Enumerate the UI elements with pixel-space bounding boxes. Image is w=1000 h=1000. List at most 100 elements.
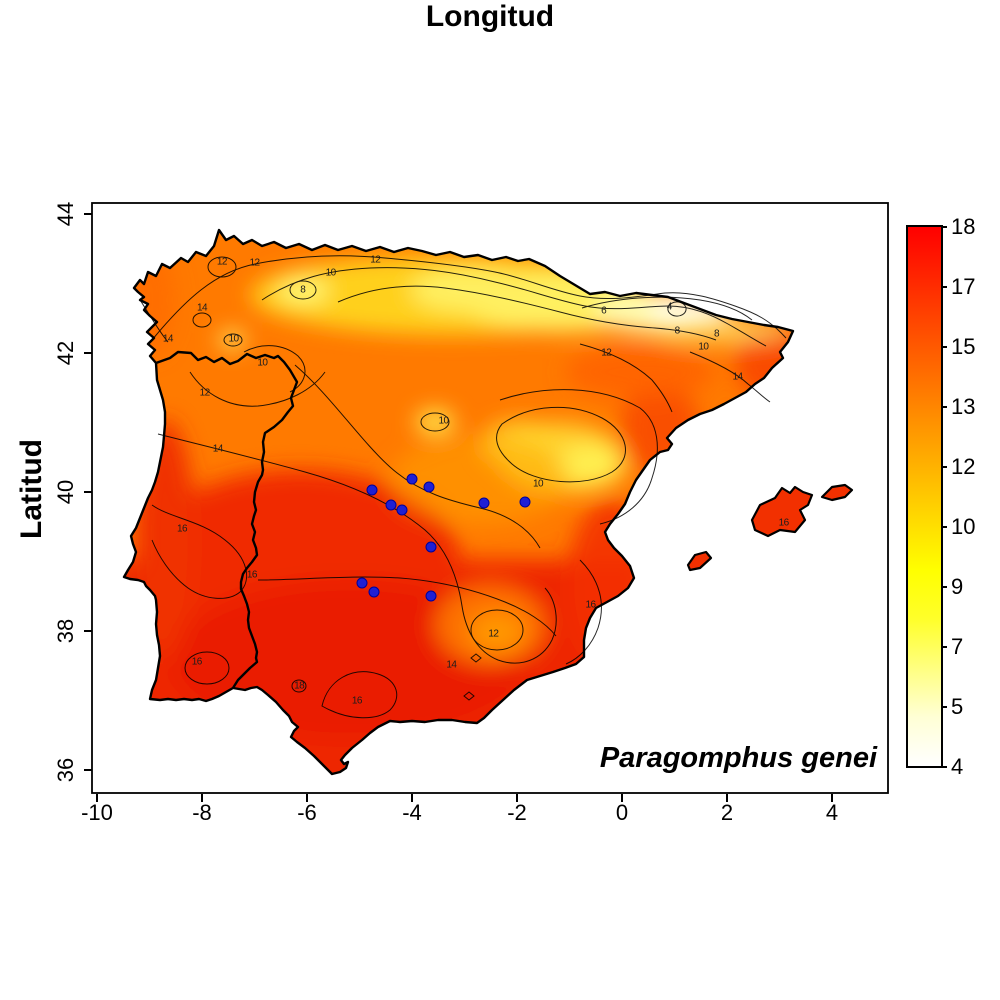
contour-label: 6 [601, 305, 607, 317]
occurrence-point [396, 504, 407, 516]
occurrence-point [423, 481, 435, 493]
x-tick-mark [201, 794, 203, 802]
contour-label: 16 [176, 523, 188, 535]
x-tick-label: -2 [507, 800, 527, 825]
x-tick-label: -8 [192, 800, 212, 825]
contour-label: 10 [438, 415, 449, 427]
occurrence-point [356, 577, 368, 589]
colorbar-tick-mark [941, 346, 947, 348]
x-tick-label: 0 [615, 800, 629, 825]
x-tick-mark [306, 794, 308, 802]
colorbar-tick-label: 7 [951, 634, 964, 659]
menorca-island [820, 483, 854, 502]
colorbar-tick-mark [941, 406, 947, 408]
occurrence-point [519, 496, 531, 508]
contour-label: 12 [370, 254, 381, 266]
y-tick-mark [84, 213, 92, 215]
contour-label: 8 [713, 328, 720, 340]
x-axis-title: Longitud [425, 0, 555, 33]
colorbar-tick-mark [941, 766, 947, 768]
occurrence-point [385, 499, 397, 511]
colorbar-tick-mark [941, 226, 947, 228]
colorbar-tick-label: 10 [951, 514, 976, 539]
x-tick-label: -6 [297, 800, 317, 825]
x-tick-mark [516, 794, 518, 802]
contour-label: 4 [666, 301, 673, 313]
contour-label: 14 [732, 371, 743, 383]
colorbar-tick-mark [941, 526, 947, 528]
contour-label: 18 [294, 680, 305, 692]
contour-lines [139, 255, 793, 719]
colorbar-tick-label: 18 [951, 214, 976, 239]
coastline [122, 228, 795, 776]
y-tick-label: 36 [53, 757, 78, 783]
contour-label: 10 [532, 478, 544, 490]
y-tick-mark [84, 769, 92, 771]
contour-label: 12 [216, 256, 228, 268]
x-tick-mark [96, 794, 98, 802]
x-tick-label: 4 [825, 800, 839, 825]
contour-label: 12 [488, 628, 499, 640]
occurrence-point [366, 484, 378, 496]
x-tick-label: -4 [402, 800, 422, 825]
occurrence-point [425, 541, 437, 553]
colorbar-tick-mark [941, 286, 947, 288]
y-axis-title: Latitud [15, 439, 48, 539]
colorbar-tick-label: 15 [951, 334, 976, 359]
x-tick-label: -10 [81, 800, 113, 825]
colorbar-tick-label: 4 [951, 754, 964, 779]
contour-label: 8 [300, 284, 306, 296]
occurrence-point [478, 497, 490, 509]
contour-label: 16 [585, 599, 596, 611]
contour-label: 10 [257, 357, 268, 369]
contour-label: 16 [778, 517, 790, 529]
y-tick-mark [84, 491, 92, 493]
contour-label: 16 [351, 695, 363, 706]
y-tick-mark [84, 630, 92, 632]
colorbar-tick-label: 5 [951, 694, 964, 719]
colorbar-tick-label: 9 [951, 574, 964, 599]
contour-label: 16 [191, 656, 203, 668]
y-tick-label: 44 [53, 201, 78, 227]
colorbar [906, 225, 943, 768]
contour-label: 14 [196, 302, 208, 314]
occurrence-point [368, 586, 380, 598]
occurrence-point [425, 590, 437, 602]
contour-label: 14 [212, 443, 224, 455]
colorbar-tick-mark [941, 586, 947, 588]
mallorca-island [750, 485, 814, 538]
x-tick-mark [831, 794, 833, 802]
species-label: Paragomphus genei [599, 742, 877, 774]
contour-label: 12 [199, 387, 211, 399]
contour-label: 14 [446, 659, 457, 671]
plot-box [91, 202, 889, 794]
x-tick-mark [621, 794, 623, 802]
y-tick-label: 40 [53, 479, 78, 505]
occurrence-point [406, 473, 418, 485]
colorbar-tick-label: 17 [951, 274, 976, 299]
contour-label: 14 [162, 333, 174, 345]
contour-label: 12 [601, 347, 612, 359]
ibiza-island [686, 550, 713, 572]
contour-label: 12 [249, 257, 260, 269]
y-tick-label: 42 [53, 340, 78, 366]
x-tick-mark [411, 794, 413, 802]
contour-label: 10 [325, 267, 337, 279]
x-tick-label: 2 [720, 800, 734, 825]
contour-label: 8 [674, 325, 681, 337]
x-tick-mark [726, 794, 728, 802]
y-tick-label: 38 [53, 618, 78, 644]
contour-label: 10 [228, 333, 239, 345]
spain-portugal-border [155, 350, 299, 689]
y-tick-mark [84, 352, 92, 354]
colorbar-tick-mark [941, 706, 947, 708]
contour-label: 16 [246, 569, 258, 581]
colorbar-tick-mark [941, 466, 947, 468]
colorbar-tick-mark [941, 646, 947, 648]
contour-label: 10 [698, 341, 709, 353]
balearic-islands [686, 483, 854, 572]
colorbar-tick-label: 12 [951, 454, 976, 479]
colorbar-tick-label: 13 [951, 394, 976, 419]
